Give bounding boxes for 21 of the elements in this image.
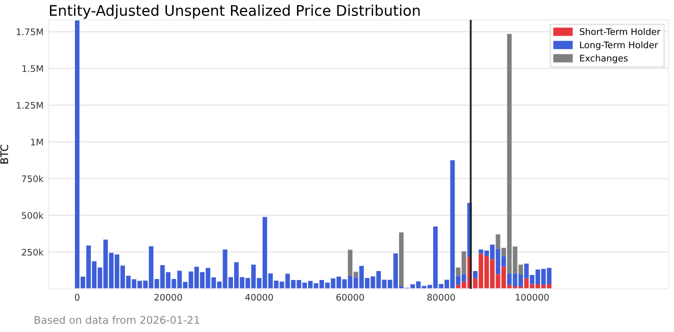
x-tick-label: 100000 bbox=[516, 294, 549, 301]
chart-title: Entity-Adjusted Unspent Realized Price Distribution bbox=[50, 4, 420, 19]
y-axis-title: BTC bbox=[0, 144, 8, 164]
x-tick-label: 60000 bbox=[336, 294, 364, 301]
bar bbox=[472, 271, 478, 278]
text: Based on data from 2026-01-21 bbox=[34, 316, 200, 324]
x-tick-label: 0 bbox=[74, 294, 80, 301]
x-tick-label: 40000 bbox=[245, 294, 273, 301]
x-tick-label: 20000 bbox=[154, 294, 182, 301]
x-tick-label: 80000 bbox=[427, 294, 455, 301]
legend-label: Short-Term Holder bbox=[580, 28, 660, 36]
y-tick-label: 750k bbox=[22, 175, 44, 182]
legend-label: Long-Term Holder bbox=[580, 41, 658, 50]
y-tick-label: 500k bbox=[22, 212, 44, 219]
y-tick-label: 1.75M bbox=[16, 28, 43, 36]
legend-label: Exchanges bbox=[580, 54, 628, 64]
bar bbox=[399, 232, 404, 286]
y-tick-label: 1M bbox=[31, 138, 43, 146]
y-tick-label: 1.25M bbox=[16, 102, 43, 109]
y-tick-label: 1.5M bbox=[22, 65, 43, 72]
y-tick-label: 250k bbox=[22, 248, 44, 256]
